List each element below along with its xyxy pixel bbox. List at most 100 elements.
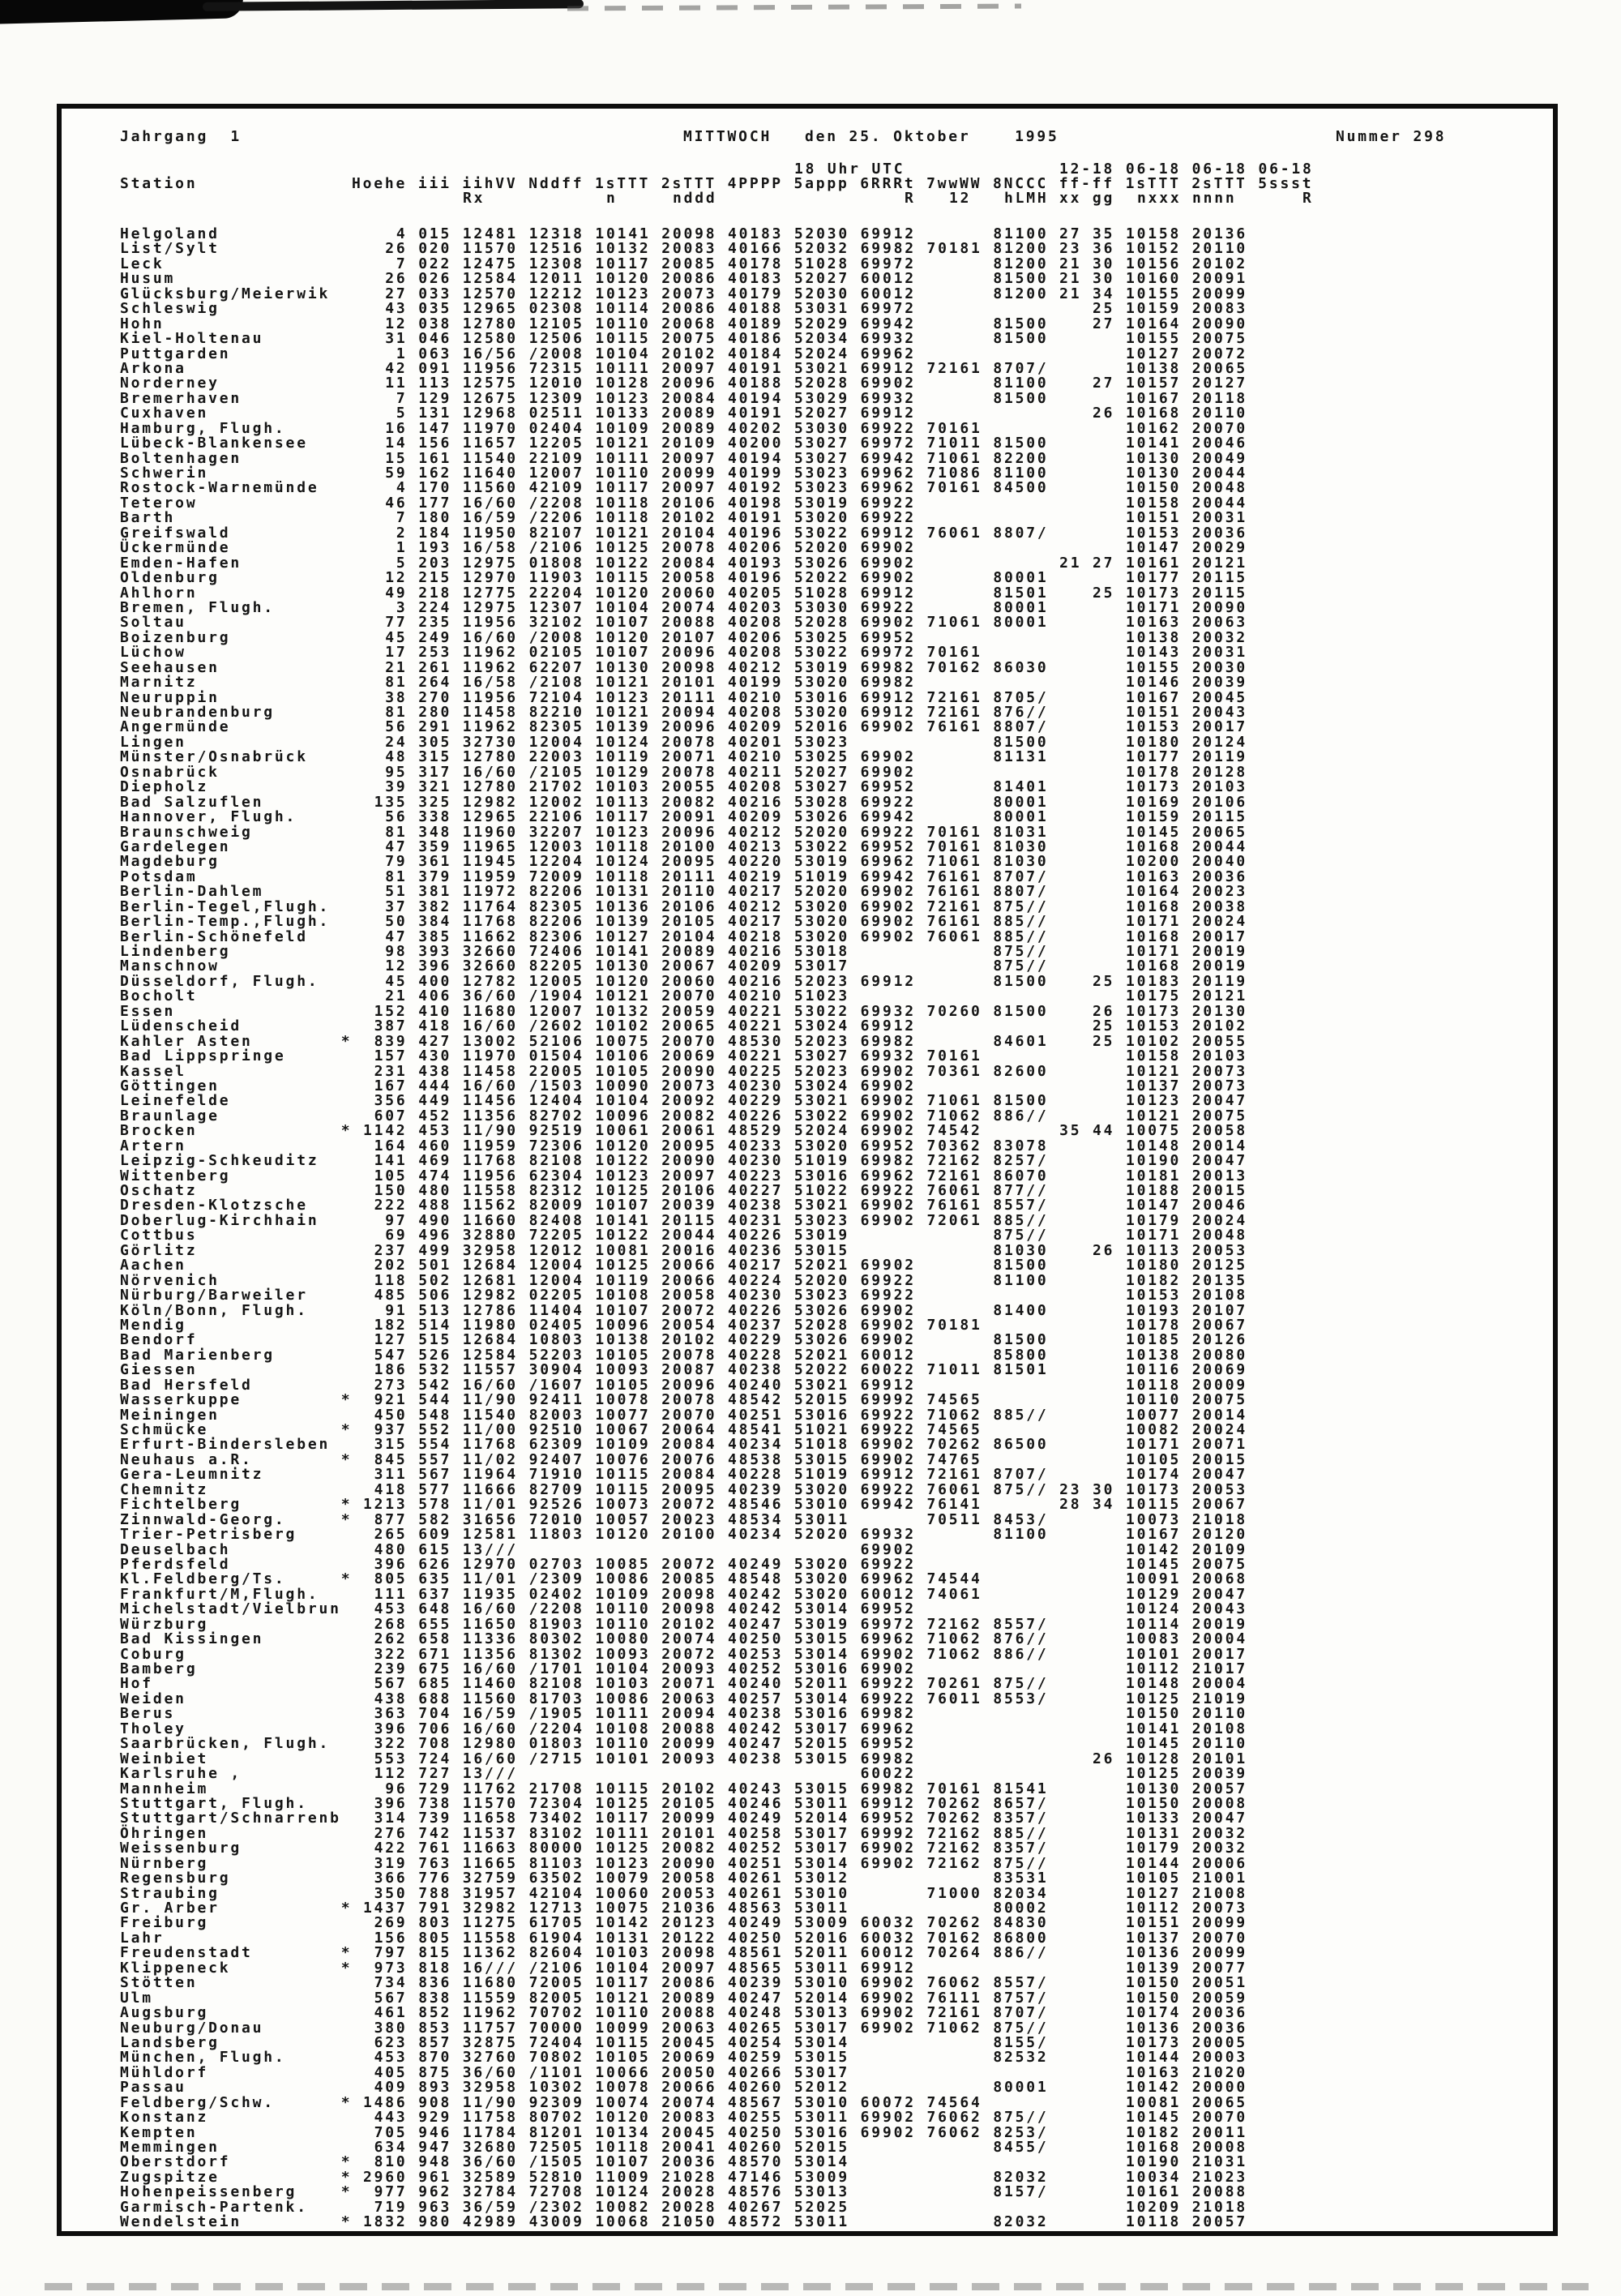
table-row: Oberstdorf * 810 948 36/60 /1505 10107 2… [120, 2153, 1247, 2171]
table-row: Mannheim 96 729 11762 21708 10115 20102 … [120, 1780, 1247, 1797]
table-row: Wittenberg 105 474 11956 62304 10123 200… [120, 1167, 1247, 1184]
table-row: Oschatz 150 480 11558 82312 10125 20106 … [120, 1182, 1247, 1199]
table-row: Oldenburg 12 215 12970 11903 10115 20058… [120, 569, 1247, 587]
table-row: Köln/Bonn, Flugh. 91 513 12786 11404 101… [120, 1301, 1247, 1319]
table-row: Lüdenscheid 387 418 16/60 /2602 10102 20… [120, 1017, 1247, 1035]
table-row: Bocholt 21 406 36/60 /1904 10121 20070 4… [120, 987, 1247, 1005]
table-row: Boltenhagen 15 161 11540 22109 10111 200… [120, 449, 1247, 467]
table-row: Klippeneck * 973 818 16/// /2106 10104 2… [120, 1959, 1247, 1977]
table-row: Zinnwald-Georg. * 877 582 31656 72010 10… [120, 1510, 1247, 1528]
table-row: Barth 7 180 16/59 /2206 10118 20102 4019… [120, 509, 1247, 527]
table-row: Berlin-Temp.,Flugh. 50 384 11768 82206 1… [120, 913, 1247, 931]
table-row: Münster/Osnabrück 48 315 12780 22003 101… [120, 748, 1247, 766]
table-row: Konstanz 443 929 11758 80702 10120 20083… [120, 2109, 1247, 2127]
subheader-n: n [606, 190, 618, 207]
table-row: Frankfurt/M,Flugh. 111 637 11935 02402 1… [120, 1585, 1247, 1603]
table-row: Osnabrück 95 317 16/60 /2105 10129 20078… [120, 763, 1247, 781]
table-row: Bremerhaven 7 129 12675 12309 10123 2008… [120, 389, 1247, 407]
table-row: Essen 152 410 11680 12007 10132 20059 40… [120, 1002, 1247, 1020]
table-row: Göttingen 167 444 16/60 /1503 10090 2007… [120, 1077, 1247, 1094]
table-row: Coburg 322 671 11356 81302 10093 20072 4… [120, 1645, 1247, 1663]
table-row: Görlitz 237 499 32958 12012 10081 20016 … [120, 1241, 1247, 1259]
table-row: Augsburg 461 852 11962 70702 10110 20088… [120, 2004, 1247, 2022]
table-row: Hohn 12 038 12780 12105 10110 20068 4018… [120, 315, 1247, 332]
table-row: Doberlug-Kirchhain 97 490 11660 82408 10… [120, 1211, 1247, 1229]
table-row: Karlsruhe , 112 727 13/// 60022 10125 20… [120, 1765, 1247, 1783]
table-row: Weinbiet 553 724 16/60 /2715 10101 20093… [120, 1750, 1247, 1767]
table-row: Ulm 567 838 11559 82005 10121 20089 4024… [120, 1989, 1247, 2007]
table-row: Saarbrücken, Flugh. 322 708 12980 01803 … [120, 1735, 1247, 1753]
table-row: Ahlhorn 49 218 12775 22204 10120 20060 4… [120, 584, 1247, 602]
table-row: Neuburg/Donau 380 853 11757 70000 10099 … [120, 2019, 1247, 2037]
table-row: Meiningen 450 548 11540 82003 10077 2007… [120, 1406, 1247, 1424]
table-row: Seehausen 21 261 11962 62207 10130 20098… [120, 658, 1247, 676]
table-row: Feldberg/Schw. * 1486 908 11/90 92309 10… [120, 2093, 1247, 2111]
table-row: Puttgarden 1 063 16/56 /2008 10104 20102… [120, 345, 1247, 362]
subheader-nddd: nddd [673, 190, 717, 207]
table-row: Hannover, Flugh. 56 338 12965 22106 1011… [120, 808, 1247, 826]
table-row: Kempten 705 946 11784 81201 10134 20045 … [120, 2123, 1247, 2141]
table-row: List/Sylt 26 020 11570 12516 10132 20083… [120, 240, 1247, 258]
table-row: Gera-Leumnitz 311 567 11964 71910 10115 … [120, 1466, 1247, 1484]
table-row: Helgoland 4 015 12481 12318 10141 20098 … [120, 225, 1247, 242]
table-row: Wendelstein * 1832 980 42989 43009 10068… [120, 2213, 1247, 2231]
table-row: Soltau 77 235 11956 32102 10107 20088 40… [120, 614, 1247, 632]
table-row: Düsseldorf, Flugh. 45 400 12782 12005 10… [120, 972, 1247, 990]
table-row: Leinefelde 356 449 11456 12404 10104 200… [120, 1092, 1247, 1110]
subheader-r-right: R [1302, 190, 1314, 207]
scan-smudge-tail [202, 0, 584, 11]
table-row: Greifswald 2 184 11950 82107 10121 20104… [120, 524, 1247, 542]
table-row: Gardelegen 47 359 11965 12003 10118 2010… [120, 837, 1247, 855]
table-row: Bad Salzuflen 135 325 12982 12002 10113 … [120, 793, 1247, 811]
table-row: Angermünde 56 291 11962 82305 10139 2009… [120, 718, 1247, 736]
table-row: Cottbus 69 496 32880 72205 10122 20044 4… [120, 1227, 1247, 1244]
table-row: Bamberg 239 675 16/60 /1701 10104 20093 … [120, 1660, 1247, 1677]
table-row: Schleswig 43 035 12965 02308 10114 20086… [120, 300, 1247, 318]
table-row: Bad Lippspringe 157 430 11970 01504 1010… [120, 1047, 1247, 1065]
subheader-nxxx: nxxx [1137, 190, 1182, 207]
table-row: Lübeck-Blankensee 14 156 11657 12205 101… [120, 435, 1247, 452]
table-row: Berlin-Schönefeld 47 385 11662 82306 101… [120, 927, 1247, 945]
header-utc-label: 18 Uhr UTC [794, 161, 905, 178]
table-row: Michelstadt/Vielbrun 453 648 16/60 /2208… [120, 1600, 1247, 1618]
table-row: Würzburg 268 655 11650 81903 10110 20102… [120, 1615, 1247, 1633]
table-row: Berlin-Tegel,Flugh. 37 382 11764 82305 1… [120, 897, 1247, 915]
table-row: Erfurt-Bindersleben 315 554 11768 62309 … [120, 1436, 1247, 1454]
table-row: Weissenburg 422 761 11663 80000 10125 20… [120, 1840, 1247, 1857]
table-row: Cuxhaven 5 131 12968 02511 10133 20089 4… [120, 405, 1247, 422]
page-frame [57, 104, 1558, 2236]
scan-smudge-dashes [567, 3, 1022, 11]
masthead-jahrgang: Jahrgang 1 [120, 128, 242, 145]
table-row: Artern 164 460 11959 72306 10120 20095 4… [120, 1137, 1247, 1154]
table-row: Regensburg 366 776 32759 63502 10079 200… [120, 1870, 1247, 1887]
table-row: Schmücke * 937 552 11/00 92510 10067 200… [120, 1421, 1247, 1438]
table-row: Gr. Arber * 1437 791 32982 12713 10075 2… [120, 1900, 1247, 1917]
station-table: Helgoland 4 015 12481 12318 10141 20098 … [120, 225, 1247, 2231]
subheader-nnnn: nnnn [1192, 190, 1237, 207]
table-row: Neubrandenburg 81 280 11458 82210 10121 … [120, 704, 1247, 721]
table-row: Potsdam 81 379 11959 72009 10118 20111 4… [120, 867, 1247, 885]
table-row: Nürnberg 319 763 11665 81103 10123 20090… [120, 1854, 1247, 1872]
subheader-rx: Rx [463, 190, 485, 207]
table-row: Stuttgart/Schnarrenb 314 739 11658 73402… [120, 1810, 1247, 1827]
table-row: München, Flugh. 453 870 32760 70802 1010… [120, 2049, 1247, 2067]
table-row: Braunlage 607 452 11356 82702 10096 2008… [120, 1107, 1247, 1124]
table-row: Hohenpeissenberg * 977 962 32784 72708 1… [120, 2183, 1247, 2201]
scan-artifact-bottom [45, 2283, 1589, 2290]
table-row: Tholey 396 706 16/60 /2204 10108 20088 4… [120, 1720, 1247, 1737]
table-row: Hamburg, Flugh. 16 147 11970 02404 10109… [120, 419, 1247, 437]
subheader-hlmh: hLMH [1004, 190, 1049, 207]
table-row: Stuttgart, Flugh. 396 738 11570 72304 10… [120, 1794, 1247, 1812]
table-row: Giessen 186 532 11557 30904 10093 20087 … [120, 1361, 1247, 1379]
masthead-nummer: Nummer 298 [1336, 128, 1447, 145]
table-row: Kl.Feldberg/Ts. * 805 635 11/01 /2309 10… [120, 1570, 1247, 1588]
table-row: Fichtelberg * 1213 578 11/01 92526 10073… [120, 1496, 1247, 1514]
table-row: Lingen 24 305 32730 12004 10124 20078 40… [120, 733, 1247, 751]
table-row: Garmisch-Partenk. 719 963 36/59 /2302 10… [120, 2198, 1247, 2216]
table-row: Hof 567 685 11460 82108 10103 20071 4024… [120, 1675, 1247, 1693]
table-row: Bad Marienberg 547 526 12584 52203 10105… [120, 1346, 1247, 1364]
table-row: Boizenburg 45 249 16/60 /2008 10120 2010… [120, 628, 1247, 646]
table-row: Freudenstadt * 797 815 11362 82604 10103… [120, 1944, 1247, 1962]
table-row: Norderney 11 113 12575 12010 10128 20096… [120, 375, 1247, 392]
